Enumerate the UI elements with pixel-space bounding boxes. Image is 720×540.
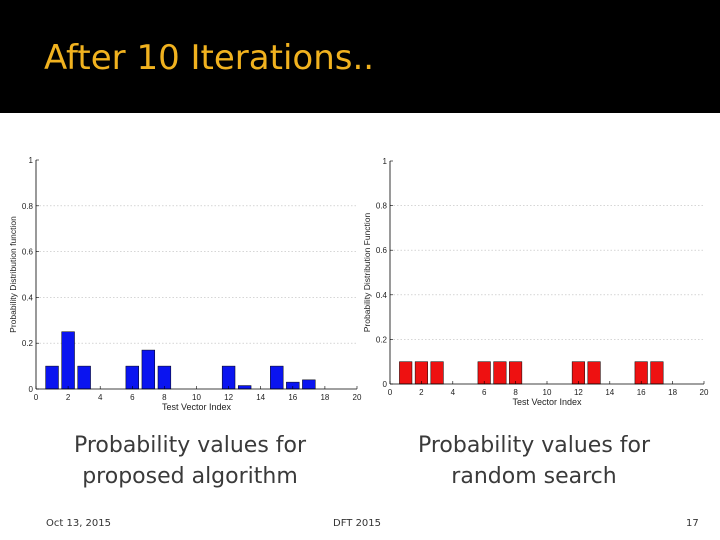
x-tick-label: 2 xyxy=(419,388,424,397)
bar-3 xyxy=(77,365,91,390)
caption-right: Probability values for random search xyxy=(404,430,664,492)
x-tick-label: 6 xyxy=(130,393,135,402)
bar-3 xyxy=(430,361,444,385)
x-tick-label: 4 xyxy=(451,388,456,397)
x-tick-label: 20 xyxy=(353,393,362,402)
x-tick-label: 14 xyxy=(605,388,614,397)
y-tick-label: 0.2 xyxy=(376,335,388,344)
caption-left-line2: proposed algorithm xyxy=(82,464,298,489)
footer-page-number: 17 xyxy=(686,518,699,529)
x-axis-label: Test Vector Index xyxy=(512,397,582,407)
x-tick-label: 18 xyxy=(668,388,677,397)
plot-area xyxy=(36,160,357,389)
y-tick-label: 0.6 xyxy=(376,246,388,255)
x-tick-label: 12 xyxy=(574,388,583,397)
x-tick-label: 10 xyxy=(192,393,201,402)
bar-1 xyxy=(45,365,59,390)
y-tick-label: 0.8 xyxy=(22,202,34,211)
caption-left-line1: Probability values for xyxy=(73,433,307,458)
x-tick-label: 8 xyxy=(162,393,167,402)
caption-right-line2: random search xyxy=(451,464,617,489)
y-tick-label: 0.4 xyxy=(22,293,34,302)
x-tick-label: 14 xyxy=(256,393,265,402)
x-tick-label: 4 xyxy=(98,393,103,402)
x-tick-label: 18 xyxy=(320,393,329,402)
bar-13 xyxy=(587,361,601,385)
bar-6 xyxy=(125,365,139,390)
plot-area xyxy=(390,161,704,384)
x-tick-label: 20 xyxy=(700,388,709,397)
bar-7 xyxy=(141,349,156,390)
x-tick-label: 10 xyxy=(543,388,552,397)
footer-date: Oct 13, 2015 xyxy=(46,518,111,529)
x-tick-label: 0 xyxy=(34,393,39,402)
y-tick-label: 0.8 xyxy=(376,202,388,211)
x-axis-label: Test Vector Index xyxy=(162,402,232,412)
bar-16 xyxy=(634,361,648,385)
x-tick-label: 16 xyxy=(637,388,646,397)
x-tick-label: 2 xyxy=(66,393,71,402)
bar-15 xyxy=(270,365,284,390)
title-bar: After 10 Iterations.. xyxy=(0,0,720,113)
bar-2 xyxy=(414,361,428,385)
bar-12 xyxy=(221,365,236,390)
y-tick-label: 0.2 xyxy=(22,339,34,348)
y-tick-label: 0.4 xyxy=(376,291,388,300)
y-axis-label: Probability Distribution Function xyxy=(362,212,372,332)
bar-12 xyxy=(571,361,585,385)
bar-7 xyxy=(493,361,507,385)
bar-8 xyxy=(509,361,523,385)
bar-8 xyxy=(157,365,172,390)
bar-2 xyxy=(61,331,75,390)
y-tick-label: 1 xyxy=(29,156,34,165)
y-axis-label: Probability Distribution function xyxy=(8,216,18,333)
bar-6 xyxy=(477,361,491,385)
caption-right-line1: Probability values for xyxy=(417,433,651,458)
y-tick-label: 0 xyxy=(29,385,34,394)
footer-conference: DFT 2015 xyxy=(333,518,382,529)
x-tick-label: 6 xyxy=(482,388,487,397)
y-tick-label: 0 xyxy=(383,380,388,389)
y-tick-label: 0.6 xyxy=(22,248,34,257)
caption-left: Probability values for proposed algorith… xyxy=(60,430,320,492)
slide-title: After 10 Iterations.. xyxy=(44,38,375,78)
bar-17 xyxy=(650,361,664,385)
x-tick-label: 12 xyxy=(224,393,233,402)
y-tick-label: 1 xyxy=(383,157,388,166)
x-tick-label: 0 xyxy=(388,388,393,397)
bar-13 xyxy=(237,385,252,390)
x-tick-label: 8 xyxy=(513,388,518,397)
bar-17 xyxy=(302,379,316,390)
bar-1 xyxy=(399,361,413,385)
x-tick-label: 16 xyxy=(288,393,297,402)
